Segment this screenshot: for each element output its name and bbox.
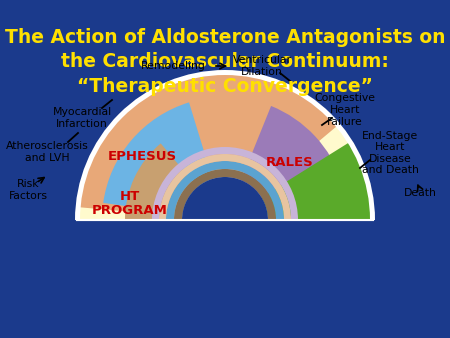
Text: Congestive
Heart
Failure: Congestive Heart Failure [315,93,375,127]
Text: The Action of Aldosterone Antagonists on
the Cardiovascular Continuum:
“Therapeu: The Action of Aldosterone Antagonists on… [5,28,445,96]
Wedge shape [174,169,276,220]
Wedge shape [77,72,338,216]
Text: Ventricular
Dilation: Ventricular Dilation [233,55,292,77]
Text: HT
PROGRAM: HT PROGRAM [92,190,168,217]
Wedge shape [261,142,373,220]
Text: Risk
Factors: Risk Factors [9,179,48,201]
Wedge shape [125,143,198,220]
Wedge shape [241,106,342,207]
Text: End-Stage
Heart
Disease
and Death: End-Stage Heart Disease and Death [361,130,418,175]
Text: Death: Death [404,188,436,198]
Text: Myocardial
Infarction: Myocardial Infarction [53,107,112,129]
Wedge shape [77,72,373,220]
Wedge shape [75,70,375,220]
Text: EPHESUS: EPHESUS [108,149,176,163]
Text: Remodeling: Remodeling [140,61,206,71]
Text: Atherosclerosis
and LVH: Atherosclerosis and LVH [5,141,88,163]
Wedge shape [166,161,284,220]
Text: RALES: RALES [266,156,314,169]
Wedge shape [182,177,268,220]
Wedge shape [103,102,212,214]
Wedge shape [159,154,291,220]
Wedge shape [77,72,373,220]
Wedge shape [152,147,298,220]
